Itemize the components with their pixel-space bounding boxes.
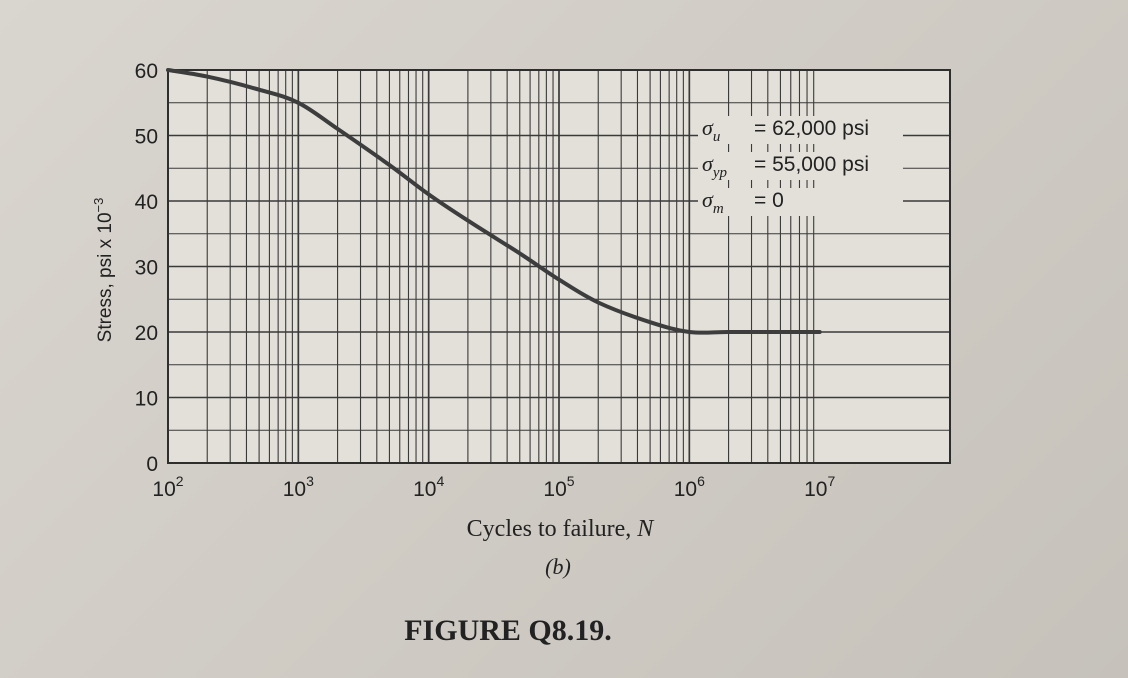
x-axis-label: Cycles to failure, N xyxy=(467,516,656,542)
x-tick-label: 103 xyxy=(283,473,314,501)
x-tick-label: 107 xyxy=(804,473,835,501)
x-tick-label: 105 xyxy=(543,473,574,501)
annotation-bg xyxy=(698,116,903,144)
y-tick-label: 50 xyxy=(135,126,158,149)
x-tick-label: 102 xyxy=(152,473,183,501)
subfigure-label: (b) xyxy=(545,554,571,579)
y-tick-label: 40 xyxy=(135,191,158,214)
x-tick-label: 106 xyxy=(674,473,705,501)
x-tick-label: 104 xyxy=(413,473,444,501)
y-tick-label: 30 xyxy=(135,257,158,280)
annotation-value: = 0 xyxy=(754,189,784,212)
figure-caption: FIGURE Q8.19. xyxy=(404,614,612,647)
annotation-value: = 55,000 psi xyxy=(754,153,869,176)
plot-frame xyxy=(167,69,951,464)
y-axis-label: Stress, psi x 10−3 xyxy=(91,198,116,343)
annotation-symbol: σyp xyxy=(702,151,728,181)
annotation-value: = 62,000 psi xyxy=(754,117,869,140)
y-tick-label: 20 xyxy=(135,322,158,345)
annotation-bg xyxy=(698,188,903,216)
sn-curve xyxy=(166,68,822,335)
y-tick-label: 0 xyxy=(146,453,158,476)
y-tick-label: 10 xyxy=(135,388,158,411)
y-tick-label: 60 xyxy=(135,60,158,83)
annotation-bg xyxy=(698,152,903,180)
annotation-symbol: σm xyxy=(702,187,724,217)
annotation-symbol: σu xyxy=(702,115,720,145)
